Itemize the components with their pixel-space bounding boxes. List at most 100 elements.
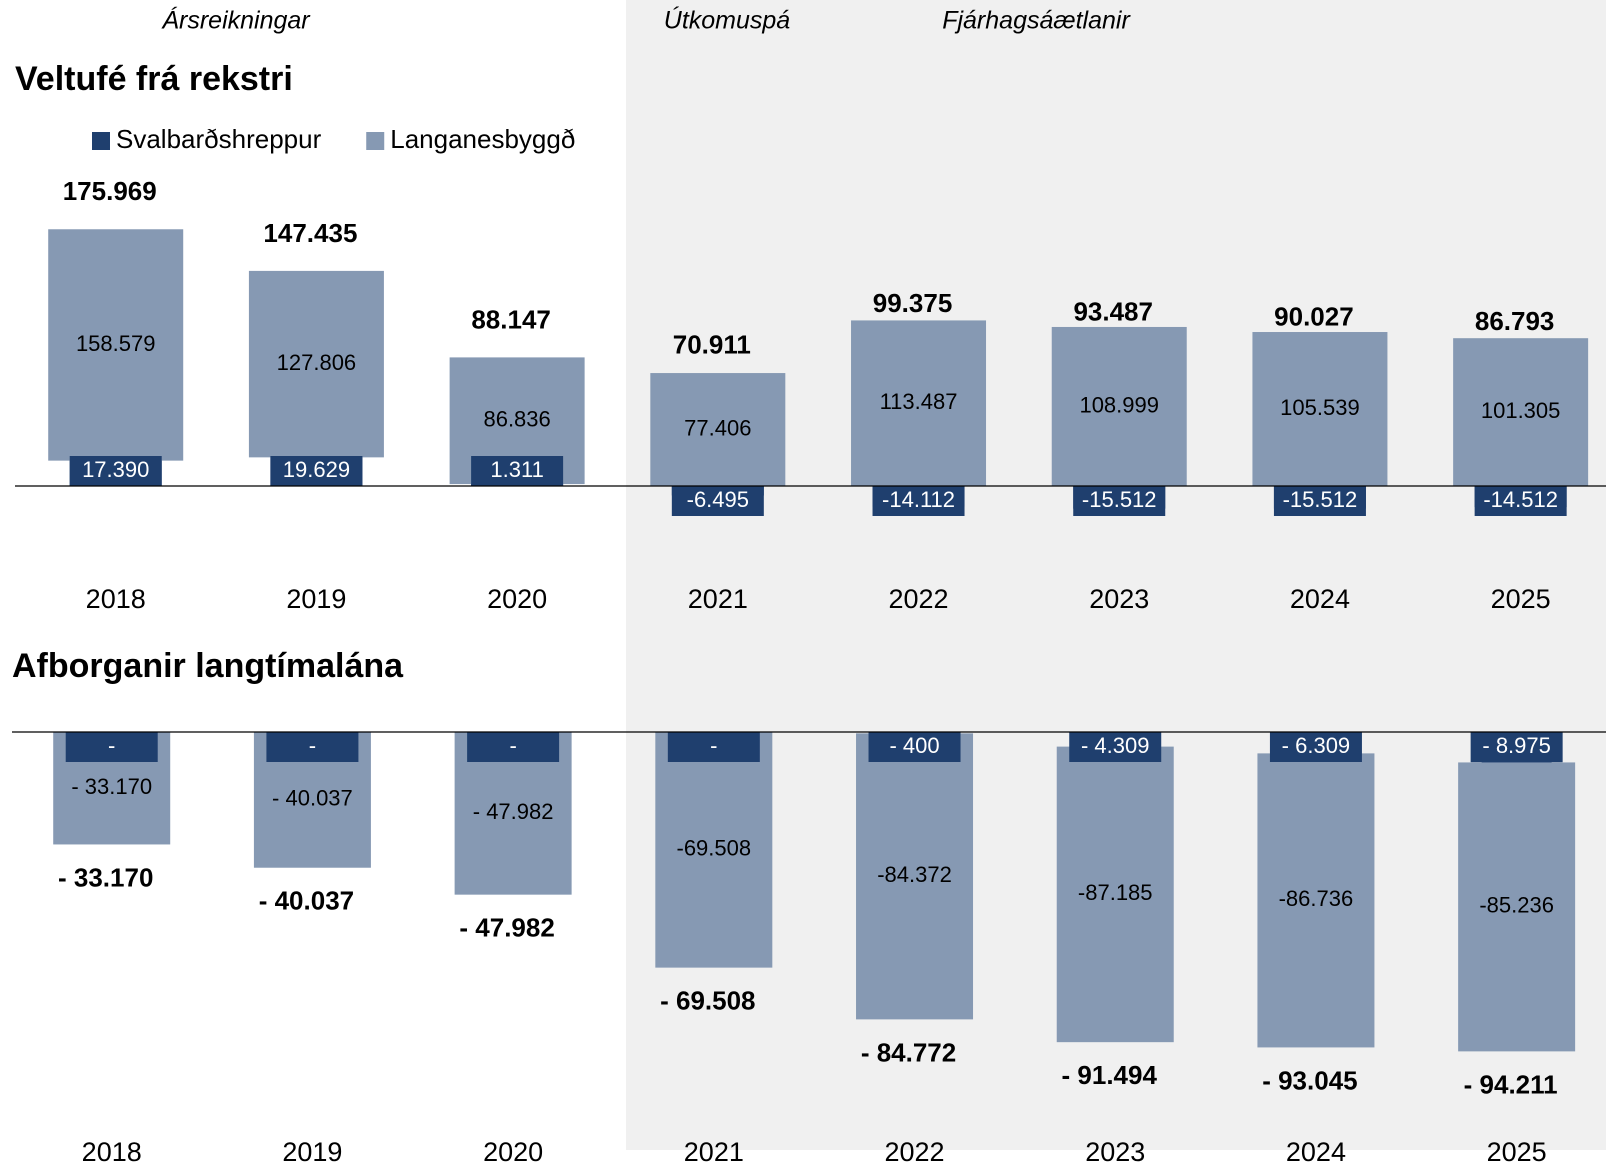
value-label: 108.999 <box>1079 392 1159 417</box>
value-label: -15.512 <box>1283 487 1358 512</box>
bar-light <box>1252 332 1388 486</box>
x-tick-label: 2025 <box>1487 1137 1547 1165</box>
total-label: 88.147 <box>471 304 551 334</box>
value-label: - 4.309 <box>1081 733 1150 758</box>
label-box <box>69 456 162 486</box>
value-label: 86.836 <box>483 407 550 432</box>
total-label: - 93.045 <box>1262 1065 1357 1095</box>
value-label: 158.579 <box>76 331 156 356</box>
x-tick-label: 2025 <box>1491 584 1551 614</box>
chart-title: Veltufé frá rekstri <box>15 60 293 98</box>
total-label: 175.969 <box>63 176 157 206</box>
value-label: - 47.982 <box>473 799 554 824</box>
label-box <box>1470 732 1563 763</box>
value-label: 113.487 <box>880 389 958 414</box>
label-box <box>872 486 965 516</box>
total-label: 86.793 <box>1475 306 1555 336</box>
label-box <box>471 456 564 486</box>
value-label: -6.495 <box>687 487 749 512</box>
bar-light <box>1056 746 1174 1043</box>
value-label: -69.508 <box>677 836 752 861</box>
value-label: 19.629 <box>283 457 350 482</box>
x-tick-label: 2021 <box>688 584 748 614</box>
period-label: Ársreikningar <box>160 6 311 35</box>
x-tick-label: 2020 <box>483 1137 543 1165</box>
value-label: - 33.170 <box>71 774 152 799</box>
value-label: - 6.309 <box>1282 733 1351 758</box>
value-label: 1.311 <box>490 457 543 482</box>
value-label: - <box>710 733 717 758</box>
label-box <box>1073 486 1166 516</box>
value-label: -14.112 <box>882 487 955 512</box>
total-label: 147.435 <box>263 218 357 248</box>
x-tick-label: 2019 <box>286 584 346 614</box>
value-label: -87.185 <box>1078 880 1153 905</box>
value-label: -85.236 <box>1479 893 1554 918</box>
value-label: -86.736 <box>1279 886 1354 911</box>
bar-light <box>1453 338 1589 486</box>
legend-label: Langanesbyggð <box>390 124 575 154</box>
label-box <box>65 732 158 762</box>
bar-light <box>48 229 184 461</box>
total-label: 70.911 <box>673 329 751 359</box>
total-label: - 91.494 <box>1062 1060 1158 1090</box>
bar-light <box>851 320 987 486</box>
value-label: 127.806 <box>277 350 357 375</box>
value-label: -14.512 <box>1483 487 1558 512</box>
label-box <box>266 732 359 762</box>
bar-light <box>1257 753 1375 1048</box>
bar-light <box>1051 326 1187 486</box>
value-label: - <box>108 733 115 758</box>
value-label: -15.512 <box>1082 487 1157 512</box>
label-box <box>270 456 363 486</box>
value-label: - 8.975 <box>1482 733 1551 758</box>
x-tick-label: 2024 <box>1286 1137 1346 1165</box>
label-box <box>671 486 764 516</box>
label-box <box>667 732 760 762</box>
label-box <box>1069 732 1162 762</box>
total-label: - 47.982 <box>459 913 554 943</box>
x-tick-label: 2018 <box>82 1137 142 1165</box>
bar-light <box>856 733 974 1020</box>
bar-light <box>650 373 786 486</box>
period-label: Útkomuspá <box>664 6 791 35</box>
value-label: - 400 <box>889 733 939 758</box>
legend-swatch <box>366 132 385 150</box>
total-label: 93.487 <box>1073 296 1153 326</box>
value-label: 17.390 <box>82 457 149 482</box>
value-label: 77.406 <box>684 415 751 440</box>
label-box <box>467 732 560 762</box>
x-tick-label: 2021 <box>684 1137 744 1165</box>
value-label: - 40.037 <box>272 786 353 811</box>
x-tick-label: 2024 <box>1290 584 1350 614</box>
total-label: 90.027 <box>1274 302 1354 332</box>
x-tick-label: 2018 <box>86 584 146 614</box>
label-box <box>1474 486 1567 516</box>
value-label: -84.372 <box>877 862 952 887</box>
bar-light <box>248 270 384 458</box>
value-label: - <box>309 733 316 758</box>
total-label: - 40.037 <box>259 886 354 916</box>
value-label: - <box>509 733 516 758</box>
bar-light <box>1458 762 1576 1052</box>
x-tick-label: 2023 <box>1089 584 1149 614</box>
x-tick-label: 2022 <box>888 584 948 614</box>
x-tick-label: 2022 <box>884 1137 944 1165</box>
value-label: 101.305 <box>1481 398 1561 423</box>
label-box <box>868 732 961 762</box>
legend-swatch <box>92 132 110 150</box>
total-label: - 84.772 <box>861 1037 956 1067</box>
label-box <box>1269 732 1362 762</box>
chart-title: Afborganir langtímalána <box>12 647 404 685</box>
x-tick-label: 2020 <box>487 584 547 614</box>
bar-light <box>655 732 773 968</box>
legend-label: Svalbarðshreppur <box>116 124 322 154</box>
period-label: Fjárhagsáætlanir <box>942 7 1131 35</box>
total-label: 99.375 <box>873 288 953 318</box>
total-label: - 33.170 <box>58 862 153 892</box>
x-tick-label: 2019 <box>282 1137 342 1165</box>
x-tick-label: 2023 <box>1085 1137 1145 1165</box>
total-label: - 94.211 <box>1464 1069 1558 1099</box>
total-label: - 69.508 <box>660 986 755 1016</box>
